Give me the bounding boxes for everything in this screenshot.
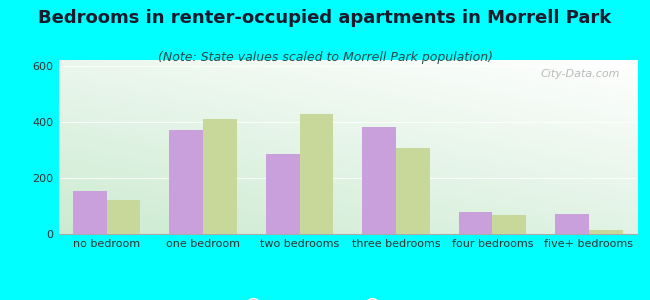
Bar xyxy=(362,128,396,234)
Bar xyxy=(73,190,107,234)
Bar xyxy=(493,215,526,234)
Bar xyxy=(300,114,333,234)
Bar xyxy=(170,130,203,234)
Bar xyxy=(396,148,430,234)
Bar xyxy=(459,212,493,234)
Bar xyxy=(589,230,623,234)
Bar xyxy=(266,154,300,234)
Legend: Morrell Park, Baltimore: Morrell Park, Baltimore xyxy=(243,295,452,300)
Text: City-Data.com: City-Data.com xyxy=(540,69,619,79)
Text: Bedrooms in renter-occupied apartments in Morrell Park: Bedrooms in renter-occupied apartments i… xyxy=(38,9,612,27)
Bar xyxy=(107,200,140,234)
Bar xyxy=(555,214,589,234)
Text: (Note: State values scaled to Morrell Park population): (Note: State values scaled to Morrell Pa… xyxy=(157,51,493,64)
Bar xyxy=(203,119,237,234)
